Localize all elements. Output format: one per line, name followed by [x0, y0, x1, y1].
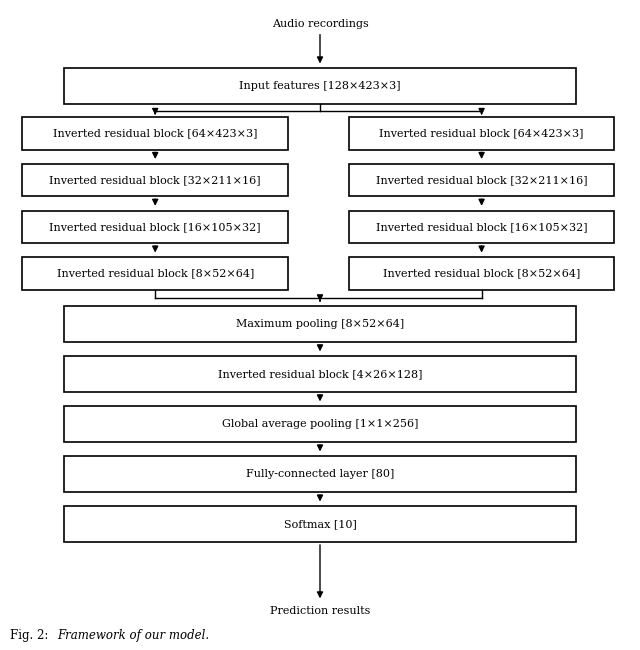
Bar — [64, 506, 576, 542]
Bar — [349, 257, 614, 290]
Text: Inverted residual block [32×211×16]: Inverted residual block [32×211×16] — [376, 175, 588, 185]
Text: Inverted residual block [8×52×64]: Inverted residual block [8×52×64] — [383, 268, 580, 279]
Bar — [64, 456, 576, 492]
Bar — [22, 257, 288, 290]
Bar — [22, 117, 288, 150]
Text: Softmax [10]: Softmax [10] — [284, 519, 356, 529]
Bar — [349, 117, 614, 150]
Text: Inverted residual block [64×423×3]: Inverted residual block [64×423×3] — [53, 128, 257, 138]
Text: Inverted residual block [16×105×32]: Inverted residual block [16×105×32] — [376, 222, 588, 232]
Bar — [64, 306, 576, 342]
Text: Maximum pooling [8×52×64]: Maximum pooling [8×52×64] — [236, 319, 404, 329]
Text: Inverted residual block [8×52×64]: Inverted residual block [8×52×64] — [56, 268, 254, 279]
Bar — [64, 406, 576, 442]
Text: Inverted residual block [64×423×3]: Inverted residual block [64×423×3] — [380, 128, 584, 138]
Text: Inverted residual block [4×26×128]: Inverted residual block [4×26×128] — [218, 369, 422, 379]
Bar — [64, 68, 576, 104]
Text: Inverted residual block [32×211×16]: Inverted residual block [32×211×16] — [49, 175, 261, 185]
Text: Inverted residual block [16×105×32]: Inverted residual block [16×105×32] — [49, 222, 261, 232]
Text: Framework of our model.: Framework of our model. — [58, 629, 210, 642]
Bar — [349, 164, 614, 196]
Text: Audio recordings: Audio recordings — [271, 19, 369, 29]
Bar — [64, 356, 576, 392]
Text: Input features [128×423×3]: Input features [128×423×3] — [239, 81, 401, 91]
Bar — [22, 164, 288, 196]
Bar — [349, 211, 614, 243]
Text: Fully-connected layer [80]: Fully-connected layer [80] — [246, 469, 394, 479]
Text: Global average pooling [1×1×256]: Global average pooling [1×1×256] — [221, 419, 419, 429]
Text: Prediction results: Prediction results — [270, 606, 370, 616]
Bar — [22, 211, 288, 243]
Text: Fig. 2:: Fig. 2: — [10, 629, 52, 642]
